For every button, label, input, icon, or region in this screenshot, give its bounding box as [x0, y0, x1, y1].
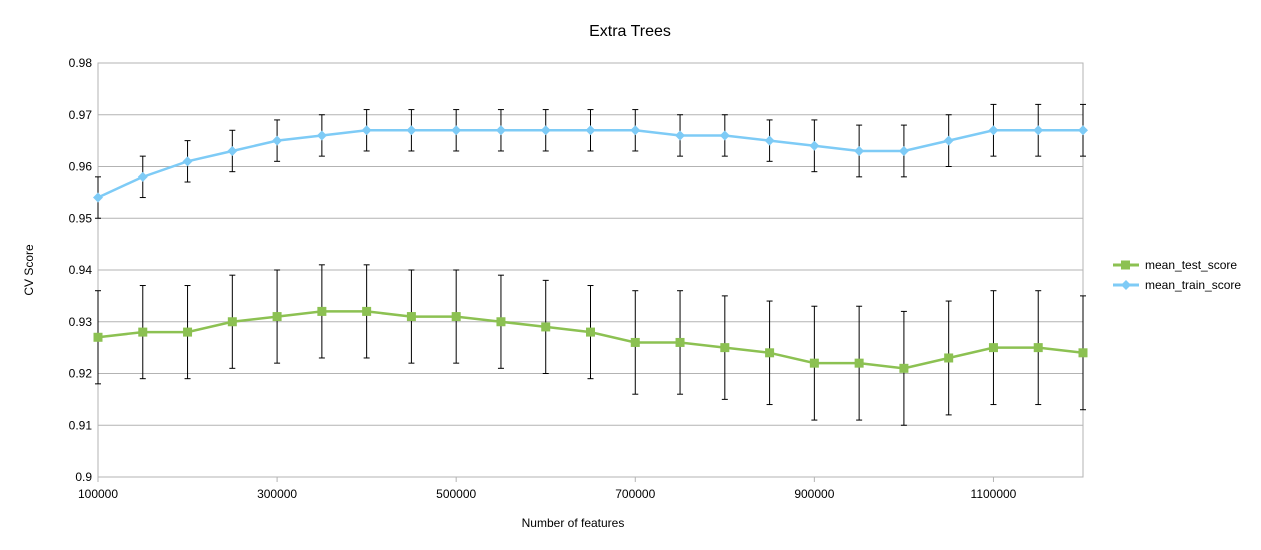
data-point: [182, 156, 193, 167]
data-point: [316, 130, 327, 141]
data-point: [138, 327, 148, 337]
data-point: [630, 337, 640, 347]
data-point: [541, 322, 551, 332]
chart-title: Extra Trees: [589, 23, 671, 40]
y-tick-label: 0.94: [69, 263, 93, 277]
legend-train-label: mean_train_score: [1145, 278, 1241, 292]
y-tick-label: 0.97: [69, 108, 93, 122]
y-tick-label: 0.96: [69, 160, 93, 174]
data-point: [406, 125, 417, 136]
data-point: [183, 327, 193, 337]
data-point: [719, 130, 730, 141]
grid: [98, 62, 1083, 478]
x-tick-label: 500000: [436, 487, 476, 501]
series-mean-train-score: [93, 103, 1088, 219]
data-point: [272, 312, 282, 322]
data-point: [944, 353, 954, 363]
data-point: [227, 317, 237, 327]
data-point: [854, 145, 865, 156]
data-point: [496, 317, 506, 327]
x-tick-label: 900000: [794, 487, 834, 501]
y-axis: 0.9 0.91 0.92 0.93 0.94 0.95 0.96 0.97 0.98: [69, 56, 93, 484]
data-point: [988, 125, 999, 136]
legend-item-mean-test-score: mean_test_score: [1113, 258, 1237, 272]
data-point: [988, 343, 998, 353]
legend-test-marker: [1121, 260, 1130, 270]
data-point: [137, 171, 148, 182]
data-point: [675, 130, 686, 141]
data-point: [1078, 348, 1088, 358]
data-point: [899, 363, 909, 373]
data-point: [943, 135, 954, 146]
data-point: [898, 145, 909, 156]
data-point: [1078, 125, 1088, 136]
y-tick-label: 0.93: [69, 315, 93, 329]
data-point: [854, 358, 864, 368]
x-tick-label: 700000: [615, 487, 655, 501]
data-point: [495, 125, 506, 136]
x-axis-title: Number of features: [522, 516, 625, 530]
y-tick-label: 0.91: [69, 418, 93, 432]
data-point: [765, 348, 775, 358]
data-point: [362, 306, 372, 316]
data-point: [675, 337, 685, 347]
data-point: [1033, 125, 1044, 136]
legend-train-marker: [1121, 280, 1131, 290]
data-point: [93, 332, 103, 342]
x-axis: 100000 300000 500000 700000 900000 1100000: [78, 477, 1017, 501]
y-tick-label: 0.98: [69, 56, 93, 70]
data-point: [1033, 343, 1043, 353]
y-tick-label: 0.9: [75, 470, 92, 484]
data-point: [764, 135, 775, 146]
data-point: [93, 192, 103, 203]
data-point: [630, 125, 641, 136]
data-point: [540, 125, 551, 136]
data-point: [451, 125, 462, 136]
data-point: [585, 125, 596, 136]
y-axis-title: CV Score: [22, 244, 36, 296]
y-tick-label: 0.95: [69, 211, 93, 225]
data-point: [720, 343, 730, 353]
y-tick-label: 0.92: [69, 367, 93, 381]
x-tick-label: 100000: [78, 487, 118, 501]
data-point: [809, 358, 819, 368]
data-point: [272, 135, 283, 146]
x-tick-label: 300000: [257, 487, 297, 501]
series-mean-test-score: [93, 264, 1088, 426]
data-point: [809, 140, 820, 151]
data-point: [406, 312, 416, 322]
data-point: [317, 306, 327, 316]
legend-item-mean-train-score: mean_train_score: [1113, 278, 1241, 292]
data-point: [361, 125, 372, 136]
data-point: [586, 327, 595, 337]
series: [93, 103, 1088, 426]
x-tick-label: 1100000: [971, 487, 1017, 501]
legend: mean_test_score mean_train_score: [1113, 258, 1241, 292]
data-point: [451, 312, 461, 322]
legend-test-label: mean_test_score: [1145, 258, 1237, 272]
data-point: [227, 145, 238, 156]
